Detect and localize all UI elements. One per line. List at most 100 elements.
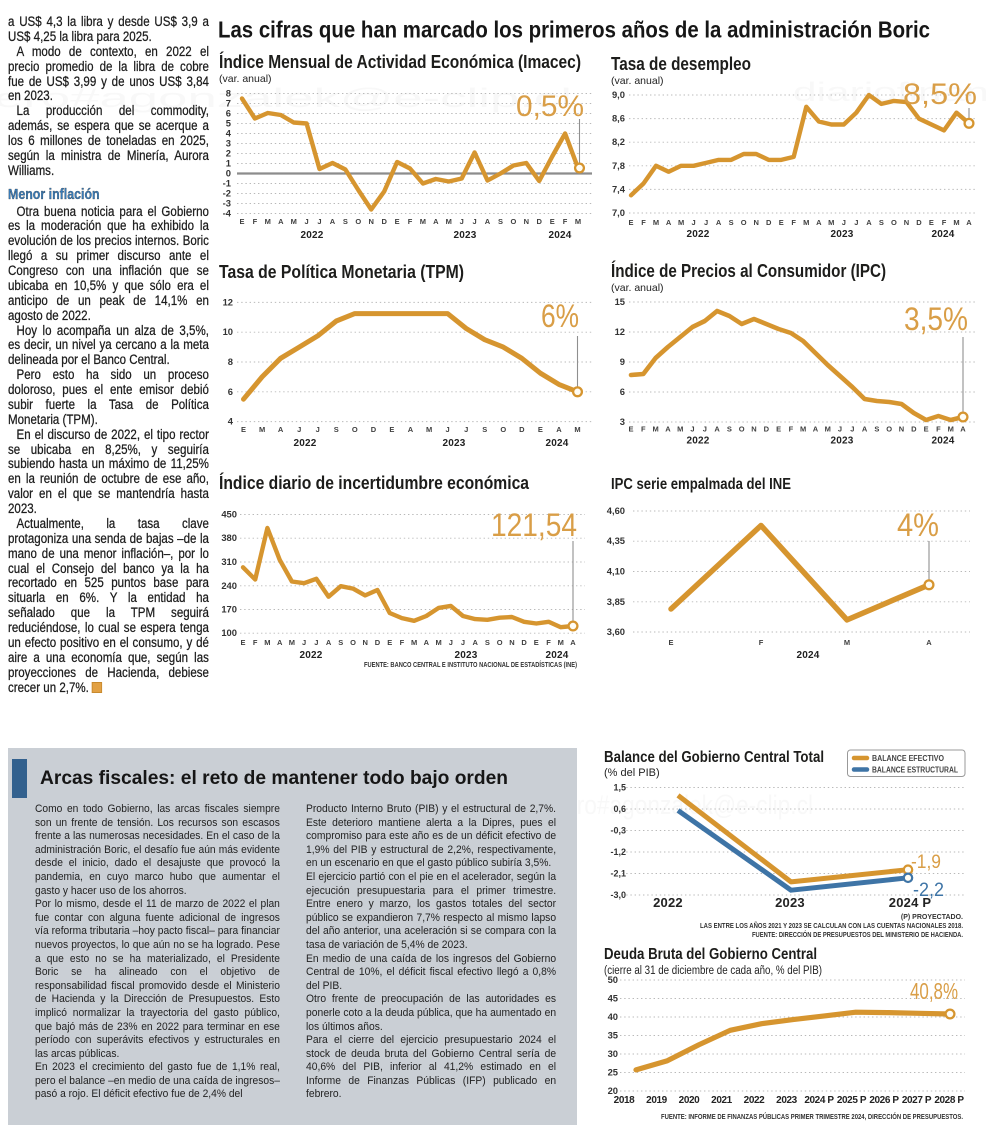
svg-text:J: J <box>850 425 854 434</box>
svg-text:170: 170 <box>221 604 237 615</box>
svg-text:F: F <box>791 218 796 227</box>
svg-text:J: J <box>446 425 450 434</box>
svg-text:8: 8 <box>228 356 233 367</box>
svg-text:4: 4 <box>226 128 232 139</box>
svg-text:4,35: 4,35 <box>607 535 625 546</box>
svg-text:2022: 2022 <box>299 650 322 661</box>
svg-text:A: A <box>966 218 972 227</box>
svg-text:M: M <box>259 425 265 434</box>
svg-text:-2: -2 <box>223 188 231 199</box>
svg-text:-4: -4 <box>223 208 232 219</box>
svg-text:A: A <box>278 425 284 434</box>
svg-text:D: D <box>381 217 387 226</box>
svg-text:A: A <box>278 217 284 226</box>
svg-text:LAS ENTRE LOS AÑOS 2021 Y 2023: LAS ENTRE LOS AÑOS 2021 Y 2023 SE CALCUL… <box>700 921 963 930</box>
svg-text:450: 450 <box>221 509 237 520</box>
svg-text:S: S <box>482 425 487 434</box>
svg-text:M: M <box>800 425 806 434</box>
svg-text:F: F <box>942 218 947 227</box>
svg-text:Índice diario de incertidumbre: Índice diario de incertidumbre económica <box>219 472 530 493</box>
svg-text:4%: 4% <box>897 507 939 543</box>
svg-text:D: D <box>519 425 525 434</box>
svg-text:Las cifras que han marcado los: Las cifras que han marcado los primeros … <box>218 17 930 43</box>
svg-text:J: J <box>703 425 707 434</box>
svg-text:A: A <box>570 638 576 647</box>
svg-text:15: 15 <box>615 296 625 307</box>
svg-text:A: A <box>816 218 822 227</box>
svg-text:BALANCE ESTRUCTURAL: BALANCE ESTRUCTURAL <box>872 766 958 775</box>
svg-text:Tasa de Política Monetaria (TP: Tasa de Política Monetaria (TPM) <box>219 261 464 282</box>
svg-text:M: M <box>411 638 417 647</box>
svg-text:4: 4 <box>228 416 234 427</box>
svg-text:2024 P: 2024 P <box>889 895 932 910</box>
svg-text:N: N <box>524 217 529 226</box>
svg-text:A: A <box>472 638 478 647</box>
svg-text:J: J <box>460 217 464 226</box>
svg-text:O: O <box>739 425 745 434</box>
svg-text:25: 25 <box>608 1067 618 1078</box>
svg-text:S: S <box>343 217 348 226</box>
svg-text:6: 6 <box>226 108 231 119</box>
svg-text:E: E <box>779 218 784 227</box>
svg-text:2025 P: 2025 P <box>837 1095 867 1106</box>
svg-text:N: N <box>368 217 373 226</box>
svg-text:5: 5 <box>226 118 231 129</box>
svg-text:0,5%: 0,5% <box>516 90 584 123</box>
svg-text:M: M <box>575 217 581 226</box>
svg-text:M: M <box>953 218 959 227</box>
svg-text:3,60: 3,60 <box>607 626 625 637</box>
svg-text:M: M <box>803 218 809 227</box>
svg-text:M: M <box>948 425 954 434</box>
svg-text:4,60: 4,60 <box>607 505 625 516</box>
svg-text:2022: 2022 <box>653 895 683 910</box>
svg-text:D: D <box>764 425 770 434</box>
svg-text:BALANCE EFECTIVO: BALANCE EFECTIVO <box>872 754 944 763</box>
svg-text:J: J <box>302 638 306 647</box>
svg-text:Índice Mensual de Actividad Ec: Índice Mensual de Actividad Económica (I… <box>219 51 581 72</box>
svg-text:Balance del Gobierno Central T: Balance del Gobierno Central Total <box>604 749 824 766</box>
svg-text:E: E <box>929 218 934 227</box>
svg-text:8: 8 <box>226 88 231 99</box>
svg-text:N: N <box>753 218 758 227</box>
svg-text:M: M <box>828 218 834 227</box>
svg-text:Índice de Precios al Consumido: Índice de Precios al Consumidor (IPC) <box>611 260 886 281</box>
svg-text:35: 35 <box>608 1030 618 1041</box>
svg-text:-2,2: -2,2 <box>913 880 944 901</box>
svg-text:IPC serie empalmada del INE: IPC serie empalmada del INE <box>611 476 791 493</box>
svg-text:A: A <box>960 425 966 434</box>
svg-text:100: 100 <box>221 627 237 638</box>
svg-text:E: E <box>628 218 633 227</box>
svg-text:A: A <box>326 638 332 647</box>
svg-text:20: 20 <box>608 1085 618 1096</box>
svg-text:FUENTE: DIRECCIÓN DE PRESUPUES: FUENTE: DIRECCIÓN DE PRESUPUESTOS DEL MI… <box>752 930 963 939</box>
svg-text:J: J <box>690 425 694 434</box>
svg-text:F: F <box>253 638 258 647</box>
svg-text:A: A <box>433 217 439 226</box>
svg-text:E: E <box>776 425 781 434</box>
svg-text:9: 9 <box>620 356 625 367</box>
svg-text:1: 1 <box>226 158 231 169</box>
svg-text:O: O <box>510 217 516 226</box>
svg-text:(cierre al 31 de diciembre de: (cierre al 31 de diciembre de cada año, … <box>604 965 822 977</box>
svg-text:2022: 2022 <box>293 438 316 449</box>
svg-text:30: 30 <box>608 1048 618 1059</box>
svg-text:S: S <box>334 425 339 434</box>
svg-text:FUENTE: BANCO CENTRAL E INSTIT: FUENTE: BANCO CENTRAL E INSTITUTO NACION… <box>364 660 577 669</box>
svg-text:D: D <box>536 217 542 226</box>
svg-text:2024: 2024 <box>931 436 954 447</box>
svg-text:Arcas fiscales: el reto de man: Arcas fiscales: el reto de mantener todo… <box>40 768 508 789</box>
svg-text:J: J <box>461 638 465 647</box>
svg-text:F: F <box>546 638 551 647</box>
svg-text:J: J <box>692 218 696 227</box>
svg-text:7,8: 7,8 <box>612 160 625 171</box>
svg-text:N: N <box>751 425 756 434</box>
svg-text:-1: -1 <box>223 178 231 189</box>
svg-text:4,10: 4,10 <box>607 566 625 577</box>
svg-text:2023: 2023 <box>454 650 477 661</box>
svg-text:O: O <box>891 218 897 227</box>
svg-text:2023: 2023 <box>776 1095 797 1106</box>
svg-text:2021: 2021 <box>711 1095 732 1106</box>
svg-text:S: S <box>338 638 343 647</box>
svg-text:240: 240 <box>221 580 237 591</box>
svg-text:M: M <box>420 217 426 226</box>
